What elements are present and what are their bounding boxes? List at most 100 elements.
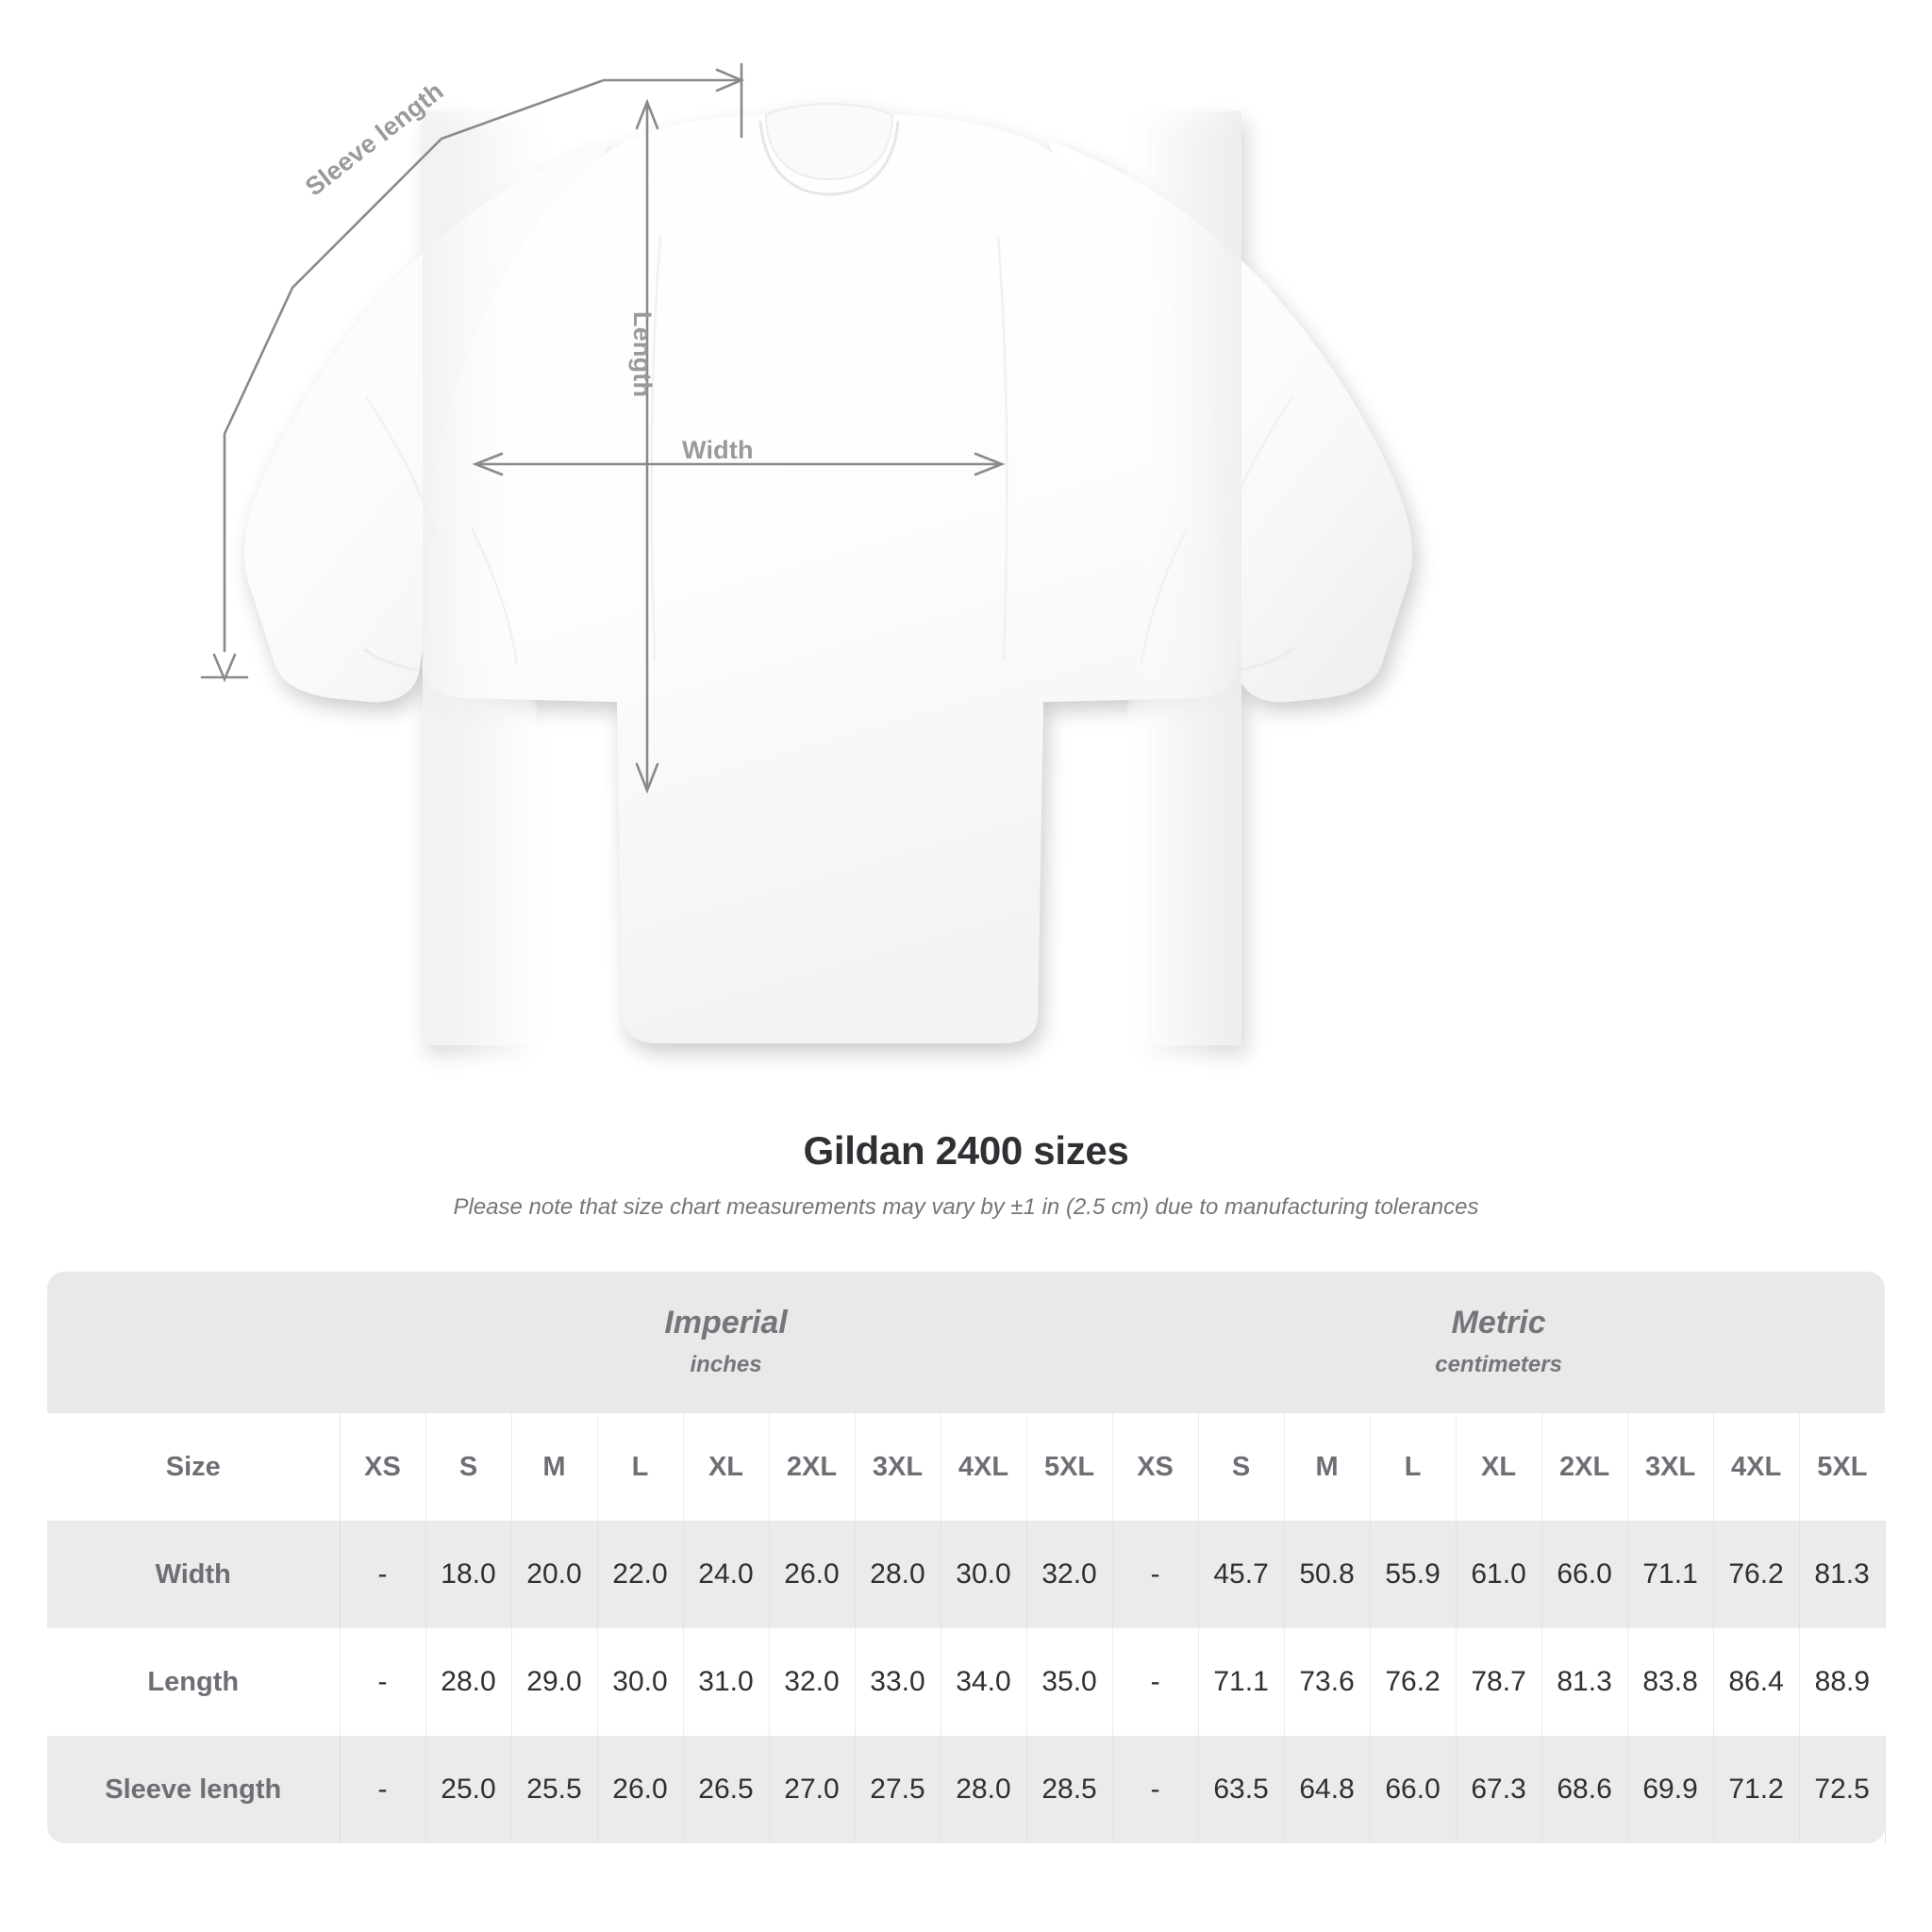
cell-width-imperial-4xl: 30.0 <box>941 1521 1027 1628</box>
row-label-width: Width <box>47 1521 341 1628</box>
cell-width-metric-5xl: 81.3 <box>1799 1521 1886 1628</box>
size-header-imperial-3xl: 3XL <box>855 1413 941 1521</box>
cell-sleeve-imperial-l: 26.0 <box>597 1736 684 1843</box>
unit-group-imperial-name: Imperial <box>664 1305 788 1341</box>
size-header-metric-l: L <box>1370 1413 1457 1521</box>
size-header-imperial-5xl: 5XL <box>1026 1413 1113 1521</box>
tolerance-note: Please note that size chart measurements… <box>453 1194 1479 1220</box>
cell-sleeve-imperial-5xl: 28.5 <box>1026 1736 1113 1843</box>
size-header-label: Size <box>47 1413 341 1521</box>
page-title: Gildan 2400 sizes <box>803 1128 1129 1173</box>
size-header-row: Size XS S M L XL 2XL 3XL 4XL 5XL XS S M … <box>47 1413 1886 1521</box>
size-header-imperial-xl: XL <box>683 1413 770 1521</box>
cell-width-metric-s: 45.7 <box>1198 1521 1285 1628</box>
cell-sleeve-metric-5xl: 72.5 <box>1799 1736 1886 1843</box>
measurement-lines <box>200 62 1006 794</box>
cell-width-metric-xs: - <box>1112 1521 1199 1628</box>
table-row-length: Length - 28.0 29.0 30.0 31.0 32.0 33.0 3… <box>47 1628 1886 1736</box>
cell-length-metric-3xl: 83.8 <box>1627 1628 1714 1736</box>
size-header-metric-xl: XL <box>1456 1413 1542 1521</box>
cell-sleeve-metric-3xl: 69.9 <box>1627 1736 1714 1843</box>
cell-sleeve-metric-xl: 67.3 <box>1456 1736 1542 1843</box>
cell-length-imperial-2xl: 32.0 <box>769 1628 856 1736</box>
cell-length-metric-m: 73.6 <box>1284 1628 1371 1736</box>
size-table-container: Imperial inches Metric centimeters Size … <box>47 1272 1886 1843</box>
cell-width-imperial-2xl: 26.0 <box>769 1521 856 1628</box>
cell-sleeve-metric-4xl: 71.2 <box>1713 1736 1800 1843</box>
garment-diagram: Sleeve length Length Width <box>200 62 1412 1045</box>
unit-group-metric-sub: centimeters <box>1435 1351 1562 1377</box>
unit-group-header-row: Imperial inches Metric centimeters <box>47 1272 1886 1413</box>
cell-length-metric-5xl: 88.9 <box>1799 1628 1886 1736</box>
cell-length-metric-xs: - <box>1112 1628 1199 1736</box>
long-sleeve-shirt-illustration <box>200 62 1412 1045</box>
table-row-sleeve-length: Sleeve length - 25.0 25.5 26.0 26.5 27.0… <box>47 1736 1886 1843</box>
size-header-metric-4xl: 4XL <box>1713 1413 1800 1521</box>
cell-sleeve-imperial-s: 25.0 <box>425 1736 512 1843</box>
size-header-metric-2xl: 2XL <box>1541 1413 1628 1521</box>
cell-sleeve-metric-l: 66.0 <box>1370 1736 1457 1843</box>
cell-length-metric-l: 76.2 <box>1370 1628 1457 1736</box>
chart-heading-block: Gildan 2400 sizes Please note that size … <box>0 1128 1932 1221</box>
size-header-metric-3xl: 3XL <box>1627 1413 1714 1521</box>
cell-width-metric-3xl: 71.1 <box>1627 1521 1714 1628</box>
cell-length-imperial-l: 30.0 <box>597 1628 684 1736</box>
size-header-metric-5xl: 5XL <box>1799 1413 1886 1521</box>
shirt-body-shape <box>244 102 1412 1045</box>
cell-width-metric-l: 55.9 <box>1370 1521 1457 1628</box>
cell-width-imperial-xl: 24.0 <box>683 1521 770 1628</box>
cell-sleeve-metric-2xl: 68.6 <box>1541 1736 1628 1843</box>
unit-group-imperial-sub: inches <box>690 1351 762 1377</box>
cell-length-imperial-xl: 31.0 <box>683 1628 770 1736</box>
cell-sleeve-metric-s: 63.5 <box>1198 1736 1285 1843</box>
cell-length-imperial-3xl: 33.0 <box>855 1628 941 1736</box>
cell-sleeve-imperial-3xl: 27.5 <box>855 1736 941 1843</box>
size-header-imperial-xs: XS <box>340 1413 426 1521</box>
cell-length-imperial-4xl: 34.0 <box>941 1628 1027 1736</box>
unit-group-imperial: Imperial inches <box>340 1272 1113 1413</box>
cell-width-imperial-5xl: 32.0 <box>1026 1521 1113 1628</box>
cell-length-imperial-m: 29.0 <box>511 1628 598 1736</box>
row-label-length: Length <box>47 1628 341 1736</box>
cell-width-imperial-xs: - <box>340 1521 426 1628</box>
cell-length-imperial-5xl: 35.0 <box>1026 1628 1113 1736</box>
cell-sleeve-imperial-xl: 26.5 <box>683 1736 770 1843</box>
cell-sleeve-metric-xs: - <box>1112 1736 1199 1843</box>
size-header-imperial-l: L <box>597 1413 684 1521</box>
cell-width-imperial-m: 20.0 <box>511 1521 598 1628</box>
cell-sleeve-imperial-xs: - <box>340 1736 426 1843</box>
cell-length-imperial-s: 28.0 <box>425 1628 512 1736</box>
cell-width-metric-xl: 61.0 <box>1456 1521 1542 1628</box>
cell-width-imperial-3xl: 28.0 <box>855 1521 941 1628</box>
cell-length-metric-2xl: 81.3 <box>1541 1628 1628 1736</box>
size-header-metric-m: M <box>1284 1413 1371 1521</box>
cell-length-metric-xl: 78.7 <box>1456 1628 1542 1736</box>
cell-width-imperial-s: 18.0 <box>425 1521 512 1628</box>
size-header-metric-xs: XS <box>1112 1413 1199 1521</box>
size-header-imperial-s: S <box>425 1413 512 1521</box>
cell-sleeve-imperial-4xl: 28.0 <box>941 1736 1027 1843</box>
cell-width-metric-m: 50.8 <box>1284 1521 1371 1628</box>
cell-sleeve-imperial-m: 25.5 <box>511 1736 598 1843</box>
unit-group-metric: Metric centimeters <box>1112 1272 1886 1413</box>
cell-length-imperial-xs: - <box>340 1628 426 1736</box>
size-header-metric-s: S <box>1198 1413 1285 1521</box>
size-header-imperial-2xl: 2XL <box>769 1413 856 1521</box>
fabric-folds <box>364 235 1294 665</box>
cell-width-metric-2xl: 66.0 <box>1541 1521 1628 1628</box>
length-dimension-label: Length <box>628 311 657 398</box>
size-header-imperial-m: M <box>511 1413 598 1521</box>
size-header-imperial-4xl: 4XL <box>941 1413 1027 1521</box>
cell-length-metric-s: 71.1 <box>1198 1628 1285 1736</box>
cell-length-metric-4xl: 86.4 <box>1713 1628 1800 1736</box>
size-chart-table: Imperial inches Metric centimeters Size … <box>47 1272 1886 1843</box>
cell-sleeve-metric-m: 64.8 <box>1284 1736 1371 1843</box>
cell-width-metric-4xl: 76.2 <box>1713 1521 1800 1628</box>
unit-group-metric-name: Metric <box>1451 1305 1546 1341</box>
table-row-width: Width - 18.0 20.0 22.0 24.0 26.0 28.0 30… <box>47 1521 1886 1628</box>
row-label-sleeve-length: Sleeve length <box>47 1736 341 1843</box>
unit-corner-cell <box>47 1272 340 1413</box>
cuffs <box>363 647 1293 672</box>
cell-sleeve-imperial-2xl: 27.0 <box>769 1736 856 1843</box>
